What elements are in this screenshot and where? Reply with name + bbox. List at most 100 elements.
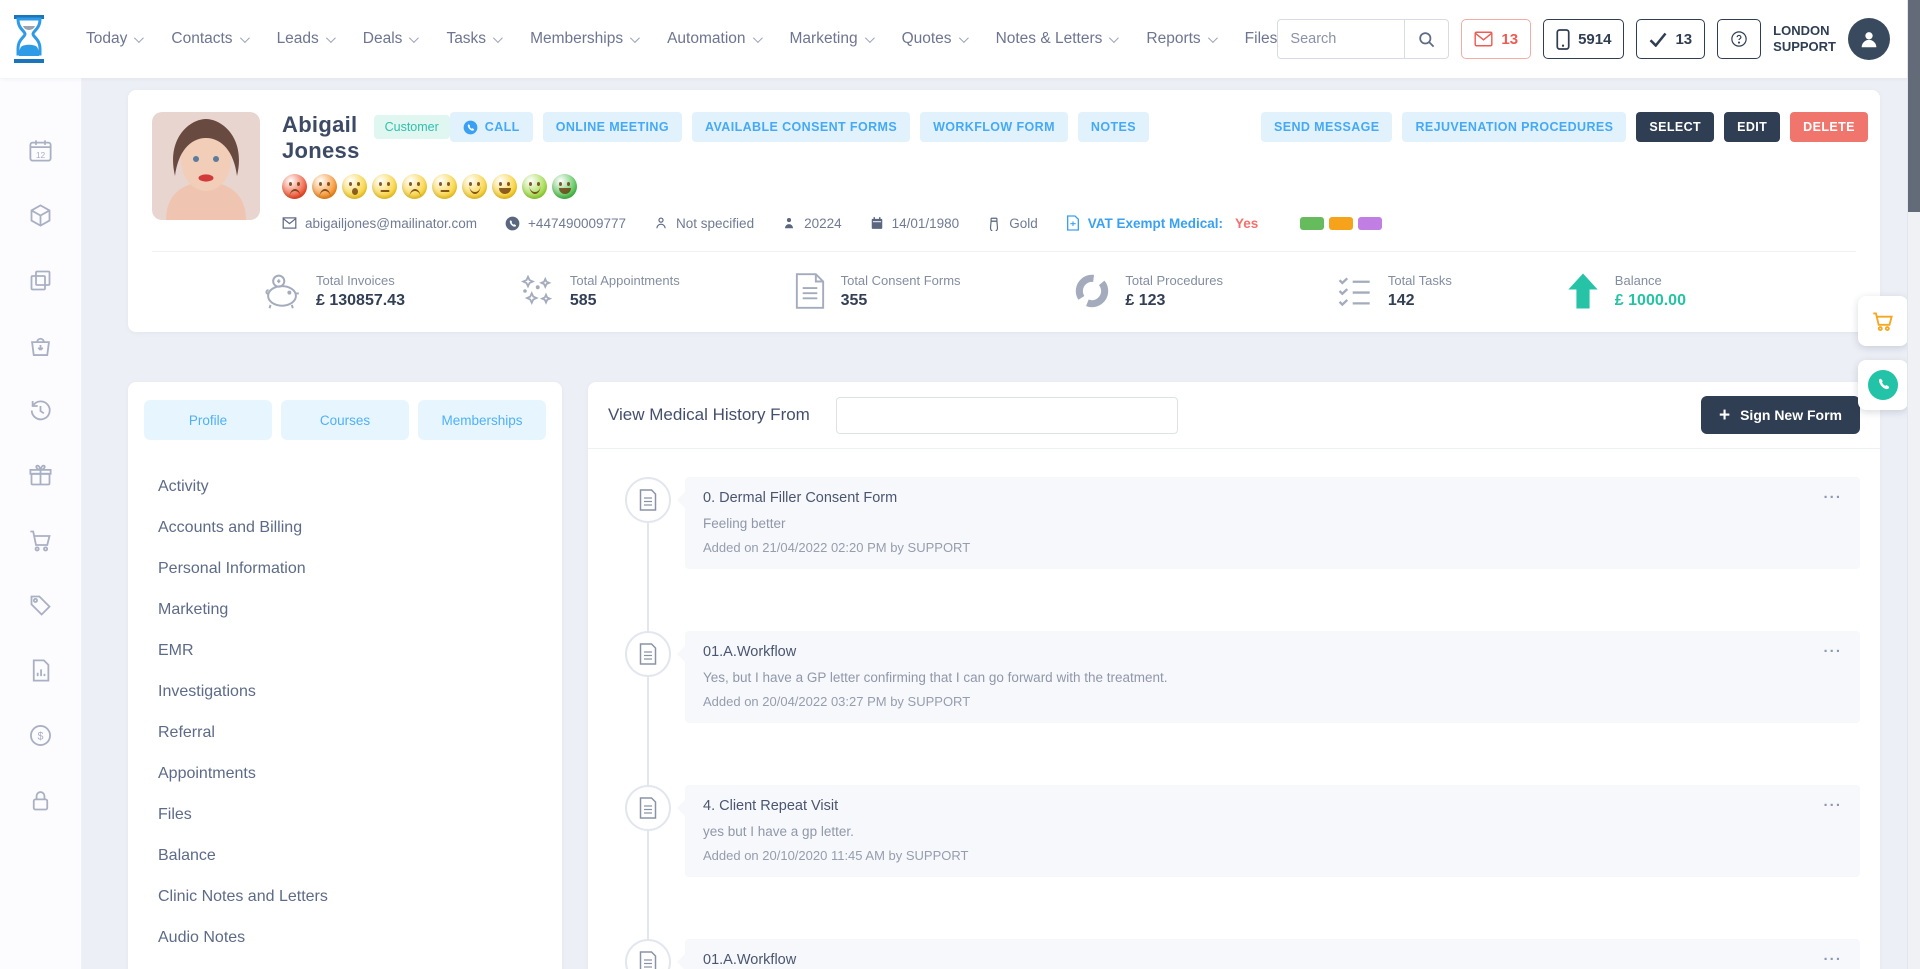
history-item-card: 0. Dermal Filler Consent Form ... Feelin…: [677, 477, 1860, 569]
menu-item-drinks[interactable]: Drinks: [158, 958, 546, 969]
delete-button[interactable]: DELETE: [1790, 112, 1868, 142]
coin-icon[interactable]: $: [18, 703, 64, 768]
calendar-icon[interactable]: 12: [18, 118, 64, 183]
menu-item-appointments[interactable]: Appointments: [158, 764, 256, 782]
nav-quotes[interactable]: Quotes: [902, 30, 969, 48]
workflow-form-button[interactable]: WORKFLOW FORM: [920, 112, 1068, 142]
menu-item-accounts-and-billing[interactable]: Accounts and Billing: [158, 518, 303, 536]
nav-leads[interactable]: Leads: [277, 30, 336, 48]
send-message-button[interactable]: SEND MESSAGE: [1260, 112, 1393, 142]
tasks-badge[interactable]: 13: [1636, 19, 1706, 59]
mail-notifications-badge[interactable]: 13: [1461, 19, 1532, 59]
rejuvenation-procedures-button[interactable]: REJUVENATION PROCEDURES: [1402, 112, 1627, 142]
online-meeting-button[interactable]: ONLINE MEETING: [542, 112, 682, 142]
stat-value: £ 123: [1125, 291, 1166, 309]
item-options-icon[interactable]: ...: [1823, 485, 1842, 502]
item-options-icon[interactable]: ...: [1823, 793, 1842, 810]
package-cube-icon[interactable]: [18, 183, 64, 248]
mood-face[interactable]: [402, 174, 427, 199]
menu-item-files[interactable]: Files: [158, 805, 192, 823]
patient-label-chip[interactable]: [1358, 216, 1383, 230]
gift-icon[interactable]: [18, 443, 64, 508]
user-name-line2: SUPPORT: [1773, 39, 1836, 54]
history-clock-icon[interactable]: [18, 378, 64, 443]
tab-label: Memberships: [441, 412, 523, 428]
chart-document-icon[interactable]: [18, 638, 64, 703]
nav-tasks[interactable]: Tasks: [446, 30, 503, 48]
nav-files[interactable]: Files: [1245, 30, 1278, 48]
menu-item-clinic-notes-and-letters[interactable]: Clinic Notes and Letters: [158, 887, 328, 905]
menu-item-emr[interactable]: EMR: [158, 641, 194, 659]
search-input[interactable]: [1278, 31, 1405, 47]
select-button[interactable]: SELECT: [1636, 112, 1715, 142]
nav-contacts[interactable]: Contacts: [171, 30, 250, 48]
copy-pages-icon[interactable]: [18, 248, 64, 313]
vat-label: VAT Exempt Medical:: [1087, 215, 1224, 231]
stat-total-procedures: Total Procedures £ 123: [1073, 272, 1223, 310]
menu-item-referral[interactable]: Referral: [158, 723, 215, 741]
user-avatar[interactable]: [1848, 18, 1890, 60]
search-icon[interactable]: [1404, 20, 1448, 58]
shopping-cart-icon: [1873, 312, 1893, 332]
mood-face[interactable]: [372, 174, 397, 199]
floating-cart-button[interactable]: [1858, 296, 1908, 346]
patient-email[interactable]: abigailjones@mailinator.com: [282, 216, 477, 231]
tab-courses[interactable]: Courses: [281, 400, 409, 440]
menu-item-activity[interactable]: Activity: [158, 477, 209, 495]
basket-download-icon[interactable]: [18, 313, 64, 378]
stat-total-consent-forms: Total Consent Forms 355: [793, 272, 961, 310]
email-value: abigailjones@mailinator.com: [305, 215, 478, 231]
patient-label-chip[interactable]: [1329, 216, 1354, 230]
mood-face[interactable]: [462, 174, 487, 199]
menu-item-marketing[interactable]: Marketing: [158, 600, 229, 618]
menu-item-balance[interactable]: Balance: [158, 846, 216, 864]
nav-memberships[interactable]: Memberships: [530, 30, 640, 48]
patient-photo[interactable]: [152, 112, 260, 220]
available-consent-forms-button[interactable]: AVAILABLE CONSENT FORMS: [691, 112, 911, 142]
vat-exempt-status: VAT Exempt Medical: Yes: [1066, 215, 1258, 231]
nav-today[interactable]: Today: [86, 30, 145, 48]
nav-reports[interactable]: Reports: [1146, 30, 1218, 48]
patient-label-chip[interactable]: [1300, 216, 1325, 230]
stat-value: 355: [840, 291, 868, 309]
history-item-card: 4. Client Repeat Visit ... yes but I hav…: [677, 785, 1860, 877]
page-scrollbar[interactable]: [1907, 0, 1920, 969]
nav-deals[interactable]: Deals: [363, 30, 420, 48]
sms-credit-badge[interactable]: 5914: [1543, 19, 1625, 59]
menu-item-audio-notes[interactable]: Audio Notes: [158, 928, 246, 946]
mood-face[interactable]: [432, 174, 457, 199]
item-options-icon[interactable]: ...: [1823, 639, 1842, 656]
nav-notes-letters[interactable]: Notes & Letters: [996, 30, 1120, 48]
mood-face[interactable]: [492, 174, 517, 199]
padlock-icon[interactable]: [18, 768, 64, 833]
scrollbar-thumb[interactable]: [1908, 0, 1920, 212]
app-logo[interactable]: [0, 14, 58, 64]
help-button[interactable]: [1717, 19, 1762, 59]
nav-automation[interactable]: Automation: [667, 30, 763, 48]
notes-button[interactable]: NOTES: [1077, 112, 1149, 142]
tab-memberships[interactable]: Memberships: [418, 400, 546, 440]
mood-face[interactable]: [312, 174, 337, 199]
mood-face[interactable]: [342, 174, 367, 199]
mood-face[interactable]: [552, 174, 577, 199]
sign-new-form-button[interactable]: + Sign New Form: [1700, 396, 1860, 434]
price-tag-icon[interactable]: [18, 573, 64, 638]
medical-history-title: View Medical History From: [608, 405, 810, 424]
mood-face[interactable]: [282, 174, 307, 199]
item-options-icon[interactable]: ...: [1823, 947, 1842, 964]
nav-marketing[interactable]: Marketing: [790, 30, 875, 48]
menu-item-investigations[interactable]: Investigations: [158, 682, 256, 700]
dob-value: 14/01/1980: [891, 215, 960, 231]
tab-profile[interactable]: Profile: [144, 400, 272, 440]
shopping-cart-icon[interactable]: [18, 508, 64, 573]
online-meeting-label: ONLINE MEETING: [555, 120, 669, 134]
call-button[interactable]: CALL: [449, 112, 533, 142]
medical-history-from-input[interactable]: [835, 396, 1178, 434]
patient-phone[interactable]: +447490009777: [505, 216, 626, 231]
history-item-card: 01.A.Workflow ...: [677, 939, 1860, 969]
floating-phone-button[interactable]: [1858, 360, 1908, 410]
menu-item-personal-information[interactable]: Personal Information: [158, 559, 306, 577]
history-item-title: 01.A.Workflow: [703, 644, 797, 660]
edit-button[interactable]: EDIT: [1724, 112, 1781, 142]
mood-face[interactable]: [522, 174, 547, 199]
